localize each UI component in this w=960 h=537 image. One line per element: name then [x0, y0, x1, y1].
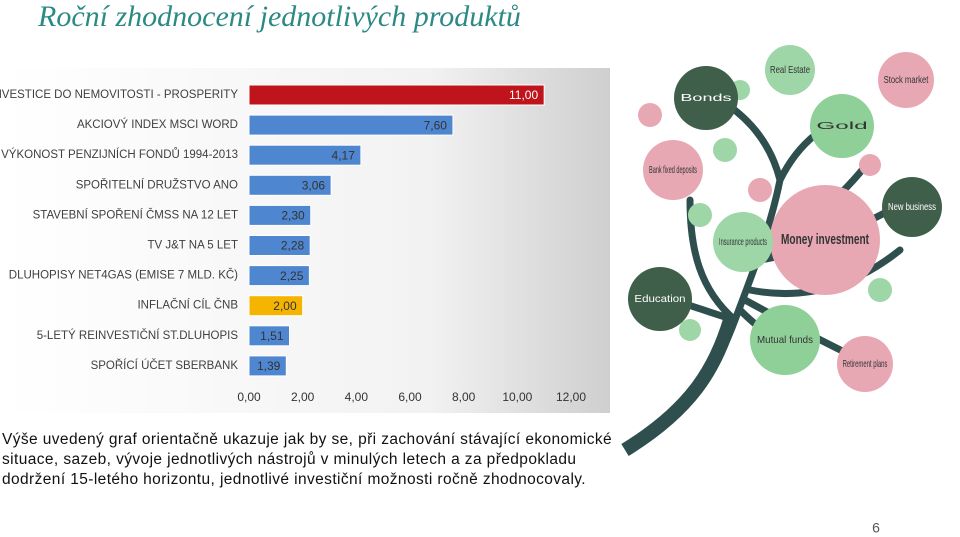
leaf-bubble	[837, 336, 893, 392]
value-label: 2,25	[280, 269, 304, 283]
leaf-bubble	[765, 45, 815, 95]
leaf-label: Real Estate	[770, 64, 810, 76]
leaf	[688, 203, 712, 227]
leaf	[713, 138, 737, 162]
x-tick-label: 8,00	[452, 390, 476, 404]
leaf-label: Stock market	[884, 74, 929, 86]
leaf-label: Education	[634, 293, 685, 305]
leaf-label: Bonds	[680, 92, 731, 104]
leaf-bubble	[750, 305, 820, 375]
leaf	[859, 154, 881, 176]
bar	[248, 295, 304, 317]
category-label: DLUHOPISY NET4GAS (EMISE 7 MLD. KČ)	[9, 269, 238, 282]
leaf-bubble	[674, 66, 738, 130]
tree-illustration: Real Estate Stock market Bonds Gold Bank fix…	[621, 45, 942, 456]
page-number: 6	[872, 520, 880, 536]
leaf	[638, 103, 662, 127]
leaf-bubble	[643, 140, 703, 200]
bar	[248, 114, 454, 136]
leaf	[868, 278, 892, 302]
leaf-label: Bank fixed deposits	[649, 164, 697, 176]
bar	[248, 174, 332, 196]
bar	[248, 204, 312, 226]
x-tick-label: 2,00	[291, 390, 315, 404]
leaf-bubble	[878, 52, 934, 108]
category-label: TV J&T NA 5 LET	[147, 240, 238, 252]
leaf-label: Mutual funds	[757, 334, 813, 346]
x-tick-label: 10,00	[502, 390, 532, 404]
leaf-bubble	[628, 267, 692, 331]
value-label: 4,17	[332, 148, 356, 162]
bar	[248, 355, 287, 377]
leaf	[679, 319, 701, 341]
bar	[248, 144, 362, 166]
bar	[248, 84, 545, 106]
category-label: SPOŘITELNÍ DRUŽSTVO ANO	[76, 178, 238, 191]
category-label: INVESTICE DO NEMOVITOSTI - PROSPERITY	[0, 89, 238, 101]
category-label: SPOŘÍCÍ ÚČET SBERBANK	[91, 359, 239, 372]
value-label: 2,28	[281, 239, 305, 253]
category-label: STAVEBNÍ SPOŘENÍ ČMSS NA 12 LET	[33, 208, 238, 221]
value-label: 2,30	[281, 209, 305, 223]
leaf-label: Gold	[816, 120, 868, 132]
paragraph-line: dodržení 15-letého horizontu, jednotlivé…	[2, 471, 586, 488]
value-label: 2,00	[273, 299, 297, 313]
category-label: 5-LETÝ REINVESTIČNÍ ST.DLUHOPIS	[37, 329, 239, 342]
x-tick-label: 0,00	[237, 390, 261, 404]
value-label: 1,51	[260, 329, 284, 343]
paragraph-line: situace, sazeb, vývoje jednotlivých nást…	[2, 451, 576, 468]
leaf-bubble	[770, 185, 880, 295]
paragraph-line: Výše uvedený graf orientačně ukazuje jak…	[2, 431, 612, 448]
value-label: 7,60	[424, 118, 448, 132]
slide-title: Roční zhodnocení jednotlivých produktů	[37, 0, 521, 33]
x-tick-label: 12,00	[556, 390, 586, 404]
bar	[248, 325, 291, 347]
leaf-label: Insurance products	[719, 236, 767, 248]
x-tick-label: 6,00	[398, 390, 422, 404]
category-label: AKCIOVÝ INDEX MSCI WORD	[77, 118, 238, 131]
leaf-bubble	[810, 94, 874, 158]
value-label: 1,39	[257, 359, 281, 373]
value-label: 3,06	[302, 178, 326, 192]
category-label: VÝKONOST PENZIJNÍCH FONDŮ 1994-2013	[1, 148, 238, 161]
x-tick-label: 4,00	[345, 390, 369, 404]
leaf-bubble	[713, 212, 773, 272]
leaf-label: Money investment	[781, 231, 869, 248]
tree-trunk	[621, 317, 737, 456]
bar	[248, 235, 311, 256]
leaf-label: Retirement plans	[843, 358, 888, 370]
category-label: INFLAČNÍ CÍL ČNB	[137, 299, 238, 312]
leaf-bubble	[882, 177, 942, 237]
leaf	[748, 178, 772, 202]
leaf-label: New business	[888, 201, 936, 213]
value-label: 11,00	[509, 88, 538, 102]
bar	[248, 265, 310, 287]
